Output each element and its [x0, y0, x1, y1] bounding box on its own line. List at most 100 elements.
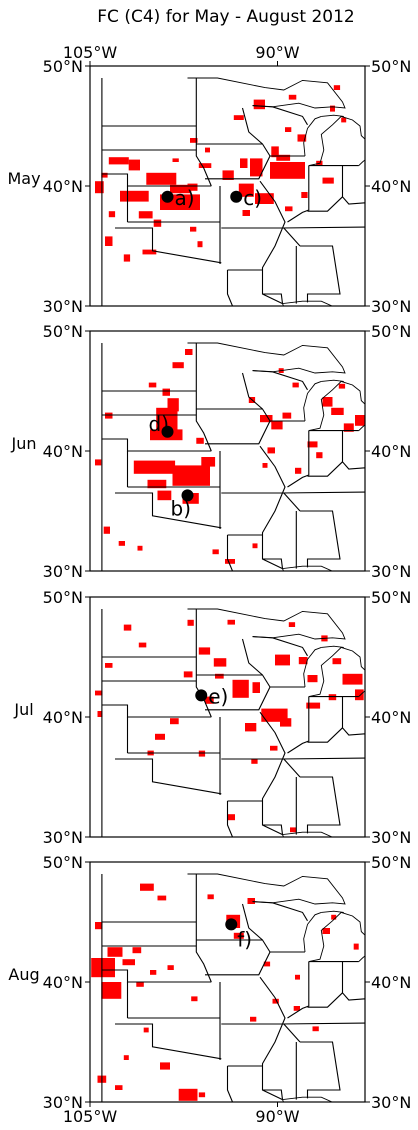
- flash-patch: [233, 932, 244, 939]
- flash-patch: [137, 545, 143, 551]
- flash-patch: [132, 947, 142, 954]
- flash-patch: [252, 543, 258, 549]
- coastline: [303, 380, 322, 422]
- coastline: [321, 379, 344, 382]
- lat-tick-label-right: 50°N: [371, 57, 411, 76]
- state-border: [300, 510, 341, 568]
- point-label: a): [175, 186, 195, 210]
- flash-patch: [160, 1062, 170, 1070]
- flash-patch: [172, 158, 179, 162]
- coastline: [281, 831, 334, 837]
- point-label: c): [243, 186, 262, 210]
- flash-patch: [136, 982, 144, 987]
- coastline: [308, 646, 365, 698]
- point-marker: [161, 425, 174, 438]
- lat-tick-label-left: 30°N: [43, 1093, 83, 1112]
- state-border: [307, 196, 343, 212]
- flash-patch: [198, 750, 206, 757]
- lon-tick-label: 105°W: [63, 43, 118, 62]
- flash-patch: [170, 718, 179, 725]
- state-border: [259, 711, 286, 836]
- lat-tick-label-left: 50°N: [43, 322, 83, 341]
- flash-patch: [307, 441, 318, 448]
- flash-patch: [205, 147, 210, 153]
- flash-patch: [331, 407, 344, 415]
- flash-patch: [150, 970, 157, 975]
- flash-patch: [322, 397, 333, 407]
- flash-patch: [333, 85, 341, 90]
- flash-patch: [298, 657, 308, 665]
- state-border: [272, 371, 308, 391]
- map-body: [91, 873, 365, 1102]
- flash-patch: [331, 914, 337, 920]
- lat-tick-label-right: 30°N: [371, 562, 411, 581]
- lat-tick-label-left: 40°N: [43, 177, 83, 196]
- state-border: [300, 776, 341, 834]
- flash-patch: [138, 642, 147, 648]
- state-border: [341, 961, 365, 1001]
- flash-patch: [290, 827, 297, 833]
- flash-patch: [233, 115, 244, 120]
- flash-patch: [280, 718, 292, 727]
- flash-patch: [227, 619, 235, 625]
- lat-tick-label-left: 50°N: [43, 853, 83, 872]
- state-border: [241, 107, 263, 145]
- state-border: [262, 293, 284, 304]
- flash-patch: [101, 982, 122, 999]
- flash-patch: [252, 682, 260, 693]
- lat-tick-label-right: 40°N: [371, 442, 411, 461]
- flash-patch: [140, 883, 154, 891]
- point-label: d): [149, 412, 170, 436]
- flash-patch: [262, 463, 268, 468]
- flash-patch: [157, 490, 172, 501]
- state-border: [226, 535, 234, 571]
- flash-patch: [167, 965, 174, 970]
- map-panel-may: 50°N 50°N 40°N 40°N 30°N 30°N 105°W 90°W May a) c): [7, 43, 411, 316]
- map-panel-jun: 50°N 50°N 40°N 40°N 30°N 30°N Jun d) b): [11, 322, 412, 581]
- lat-tick-label-right: 40°N: [371, 177, 411, 196]
- state-border: [283, 758, 301, 778]
- flash-patch: [162, 388, 170, 396]
- lat-tick-label-left: 30°N: [43, 828, 83, 847]
- state-border: [283, 492, 301, 512]
- flash-patch: [156, 407, 178, 433]
- coastline: [308, 115, 365, 167]
- flash-patch: [260, 415, 273, 423]
- state-border: [221, 226, 365, 229]
- flash-patch: [213, 658, 227, 667]
- state-border: [115, 758, 222, 795]
- flash-patch: [247, 898, 255, 904]
- flash-patch: [355, 689, 364, 701]
- flash-patch: [197, 241, 203, 248]
- flash-patch: [95, 459, 102, 466]
- flash-patch: [183, 671, 193, 678]
- flash-patch: [292, 382, 299, 388]
- flash-patch: [133, 460, 176, 474]
- coastline: [303, 646, 322, 688]
- point-marker: [195, 689, 208, 702]
- lat-tick-label-left: 30°N: [43, 297, 83, 316]
- flash-patch: [153, 219, 162, 227]
- coastline: [281, 1096, 334, 1102]
- lat-tick-label-right: 50°N: [371, 853, 411, 872]
- state-border: [287, 165, 310, 223]
- state-border: [307, 461, 343, 477]
- flash-patch: [322, 177, 334, 184]
- flash-patch: [122, 959, 135, 966]
- state-border: [101, 173, 212, 187]
- state-border: [283, 227, 301, 247]
- flash-patch: [332, 658, 342, 665]
- flash-patch: [242, 210, 250, 216]
- state-border: [226, 801, 234, 837]
- flash-patch: [97, 711, 103, 717]
- lat-tick-label-left: 50°N: [43, 588, 83, 607]
- flash-patch: [342, 673, 363, 685]
- flash-patch: [190, 226, 197, 232]
- flash-patch: [115, 1085, 123, 1090]
- flash-patch: [207, 894, 214, 900]
- state-border: [196, 408, 271, 445]
- lat-tick-label-left: 50°N: [43, 57, 83, 76]
- state-border: [287, 961, 310, 1019]
- lat-tick-label-right: 40°N: [371, 973, 411, 992]
